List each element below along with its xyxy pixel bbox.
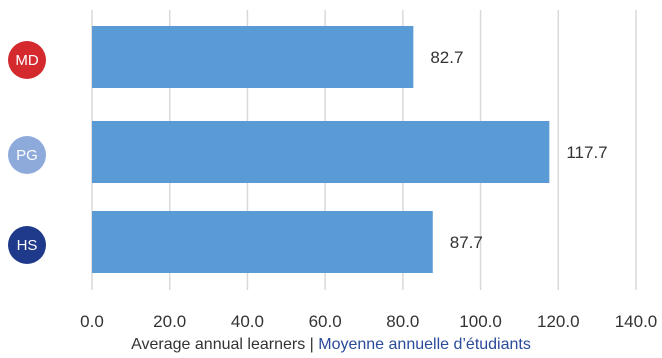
x-tick-label: 120.0 [537,312,580,331]
x-tick-label: 80.0 [386,312,419,331]
x-tick-label: 100.0 [459,312,502,331]
category-label-md: MD [15,52,38,69]
x-tick-label: 0.0 [80,312,104,331]
bar-pg [92,121,550,183]
x-axis-title-english: Average annual learners [131,336,306,353]
bar-chart: 82.7 117.7 87.7 MD PG HS 0.0 20.0 40.0 60.0 80.0… [8,10,657,331]
value-labels: 82.7 117.7 87.7 [430,48,607,252]
bars [92,26,550,273]
badge-pg-circle [8,136,46,174]
value-label-hs: 87.7 [450,233,483,252]
x-axis-title: Average annual learners | Moyenne annuel… [0,336,662,354]
bar-md [92,26,414,88]
bar-hs [92,211,433,273]
value-label-pg: 117.7 [566,143,607,162]
x-tick-label: 40.0 [231,312,264,331]
x-tick-label: 20.0 [153,312,186,331]
badge-hs-circle [8,226,46,264]
x-axis-title-french: Moyenne annuelle d’étudiants [318,336,531,353]
x-axis-title-separator: | [309,336,314,353]
x-axis-ticks: 0.0 20.0 40.0 60.0 80.0 100.0 120.0 140.0 [80,312,657,331]
category-badges: MD PG HS [8,41,46,264]
x-tick-label: 140.0 [615,312,658,331]
category-label-pg: PG [16,147,38,164]
value-label-md: 82.7 [430,48,463,67]
badge-md-circle [8,41,46,79]
category-label-hs: HS [17,237,38,254]
x-tick-label: 60.0 [309,312,342,331]
